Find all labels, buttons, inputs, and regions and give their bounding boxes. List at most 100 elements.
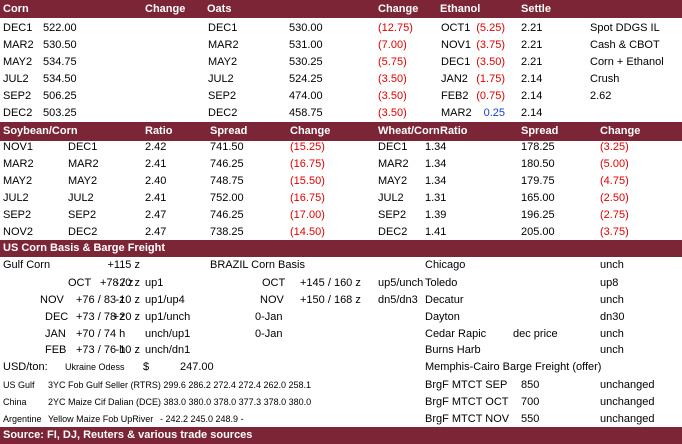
basis-cell: -20 z xyxy=(115,277,140,289)
table-cell: 534.50 xyxy=(43,73,77,85)
basis-cell: NOV xyxy=(40,294,64,306)
basis-cell: dn5/dn3 xyxy=(378,294,418,306)
basis-cell: Argentine xyxy=(3,414,42,424)
table-cell: 522.00 xyxy=(43,22,77,34)
basis-cell: 0-Jan xyxy=(255,328,283,340)
table-cell: DEC2 xyxy=(208,107,238,119)
basis-cell: 850 xyxy=(521,379,540,391)
basis-cell: FEB xyxy=(45,344,67,356)
table-cell: (3.50) xyxy=(476,56,505,68)
basis-cell: China xyxy=(3,397,27,407)
basis-cell: unch xyxy=(600,259,624,271)
basis-cell: 3YC Fob Gulf Seller (RTRS) 299.6 286.2 2… xyxy=(48,380,311,390)
table-cell: MAR2 xyxy=(3,39,34,51)
column-header: Spread xyxy=(521,125,559,137)
table-cell: 205.00 xyxy=(521,226,555,238)
table-cell: 530.25 xyxy=(289,56,323,68)
column-header: Corn xyxy=(3,3,29,15)
basis-cell: Dayton xyxy=(425,311,460,323)
table-cell: Crush xyxy=(590,73,620,85)
basis-cell: +76 / 83 z xyxy=(76,294,125,306)
basis-cell: 2YC Maize Cif Dalian (DCE) 383.0 380.0 3… xyxy=(48,397,312,407)
table-cell: (5.25) xyxy=(476,22,505,34)
basis-cell: BrgF MTCT OCT xyxy=(425,396,509,408)
column-header: Settle xyxy=(521,3,551,15)
basis-cell: BrgF MTCT NOV xyxy=(425,413,510,425)
table-cell: MAR2 xyxy=(378,158,409,170)
table-cell: DEC2 xyxy=(378,226,408,238)
basis-cell: OCT xyxy=(68,277,92,289)
table-cell: 2.47 xyxy=(145,209,167,221)
table-cell: JAN2 xyxy=(441,73,468,85)
table-cell: SEP2 xyxy=(68,209,97,221)
basis-cell: Toledo xyxy=(425,277,458,289)
table-cell: MAY2 xyxy=(68,175,98,187)
table-cell: (16.75) xyxy=(290,192,325,204)
basis-cell: unch xyxy=(600,294,624,306)
table-cell: NOV1 xyxy=(3,141,33,153)
basis-cell: Cedar Rapic xyxy=(425,328,487,340)
basis-cell: up1/unch xyxy=(145,311,191,323)
table-cell: 1.34 xyxy=(425,141,447,153)
table-cell: 180.50 xyxy=(521,158,555,170)
basis-cell: Decatur xyxy=(425,294,464,306)
table-cell: JUL2 xyxy=(3,192,29,204)
header-band xyxy=(0,240,682,257)
basis-cell: up8 xyxy=(600,277,619,289)
basis-cell: up1/up4 xyxy=(145,294,185,306)
table-cell: 2.14 xyxy=(521,90,543,102)
table-cell: (1.75) xyxy=(476,73,505,85)
column-header: Wheat/Corn xyxy=(378,125,440,137)
table-cell: 741.50 xyxy=(210,141,244,153)
table-cell: MAR2 xyxy=(68,158,99,170)
column-header: Soybean/Corn xyxy=(3,125,78,137)
table-cell: JUL2 xyxy=(68,192,94,204)
table-cell: Spot DDGS IL xyxy=(590,22,660,34)
table-cell: 503.25 xyxy=(43,107,77,119)
table-cell: 746.25 xyxy=(210,209,244,221)
table-cell: 2.40 xyxy=(145,175,167,187)
table-cell: 2.62 xyxy=(590,90,612,102)
table-cell: (15.50) xyxy=(290,175,325,187)
section-title: US Corn Basis & Barge Freight xyxy=(3,242,165,254)
basis-cell: up5/unch xyxy=(378,277,424,289)
table-cell: MAY2 xyxy=(3,56,33,68)
table-cell: DEC1 xyxy=(3,22,33,34)
table-cell: SEP2 xyxy=(208,90,237,102)
table-cell: 746.25 xyxy=(210,158,244,170)
table-cell: (7.00) xyxy=(378,39,407,51)
column-header: Change xyxy=(145,3,186,15)
basis-cell: US Gulf xyxy=(3,380,35,390)
table-cell: 752.00 xyxy=(210,192,244,204)
basis-cell: unch/up1 xyxy=(145,328,191,340)
table-cell: (12.75) xyxy=(378,22,413,34)
basis-cell: unch/dn1 xyxy=(145,344,191,356)
table-cell: NOV1 xyxy=(441,39,471,51)
table-cell: 179.75 xyxy=(521,175,555,187)
table-cell: 506.25 xyxy=(43,90,77,102)
table-cell: MAR2 xyxy=(3,158,34,170)
table-cell: DEC1 xyxy=(208,22,238,34)
table-cell: SEP2 xyxy=(3,90,32,102)
table-cell: SEP2 xyxy=(3,209,32,221)
table-cell: 0.25 xyxy=(483,107,505,119)
table-cell: 196.25 xyxy=(521,209,555,221)
table-cell: MAY2 xyxy=(3,175,33,187)
table-cell: 1.34 xyxy=(425,175,447,187)
table-cell: 2.21 xyxy=(521,56,543,68)
table-cell: MAY2 xyxy=(208,56,238,68)
basis-cell: Chicago xyxy=(425,259,466,271)
table-cell: MAR2 xyxy=(441,107,472,119)
basis-cell: +20 z xyxy=(112,311,140,323)
table-cell: 2.41 xyxy=(145,158,167,170)
table-cell: Cash & CBOT xyxy=(590,39,660,51)
table-cell: MAY2 xyxy=(378,175,408,187)
table-cell: 530.50 xyxy=(43,39,77,51)
table-cell: (2.75) xyxy=(600,209,629,221)
table-cell: 2.42 xyxy=(145,141,167,153)
table-cell: (0.75) xyxy=(476,90,505,102)
basis-cell: BRAZIL Corn Basis xyxy=(210,259,305,271)
table-cell: (17.00) xyxy=(290,209,325,221)
table-cell: MAR2 xyxy=(208,39,239,51)
column-header: Change xyxy=(600,125,641,137)
